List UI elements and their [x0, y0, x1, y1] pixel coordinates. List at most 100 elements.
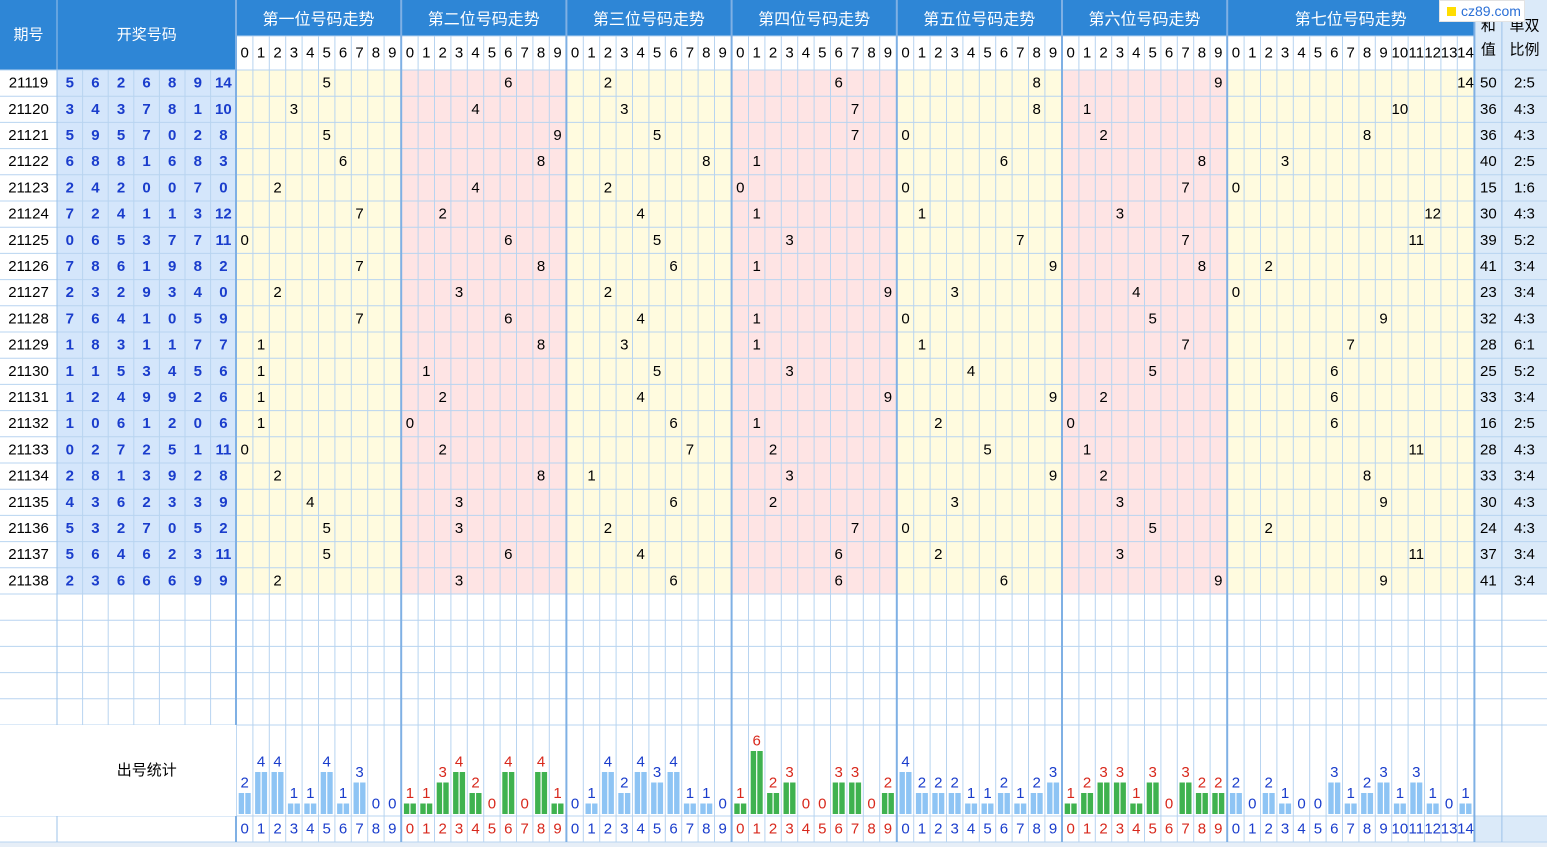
- stats-left-bg: [0, 725, 57, 816]
- ratio-cell: 5:2: [1514, 363, 1535, 380]
- draw-number: 7: [117, 441, 125, 458]
- stat-value: 4: [604, 754, 612, 771]
- stat-value: 2: [1000, 775, 1008, 792]
- header-digit: 7: [1016, 45, 1024, 62]
- trend-mark: 0: [901, 179, 909, 196]
- draw-number: 0: [66, 232, 74, 249]
- watermark-text: cz89.com: [1461, 3, 1521, 19]
- draw-number: 9: [142, 284, 150, 301]
- sum-cell: 37: [1480, 546, 1497, 563]
- draw-number: 2: [117, 75, 125, 92]
- trend-mark: 9: [1214, 572, 1222, 589]
- footer-digit: 3: [620, 821, 628, 838]
- sum-cell: 30: [1480, 494, 1497, 511]
- stat-value: 3: [1412, 764, 1420, 781]
- sum-cell: 23: [1480, 284, 1497, 301]
- draw-number: 5: [66, 127, 74, 144]
- period-cell: 21128: [8, 310, 49, 327]
- stat-value: 1: [406, 785, 414, 802]
- footer-digit: 4: [1297, 821, 1305, 838]
- draw-number: 5: [66, 546, 74, 563]
- header-digit: 4: [802, 45, 810, 62]
- trend-mark: 3: [1116, 546, 1124, 563]
- draw-number: 6: [168, 572, 176, 589]
- site-watermark: cz89.com: [1439, 0, 1525, 22]
- draw-number: 6: [168, 153, 176, 170]
- draw-number: 2: [117, 284, 125, 301]
- footer-digit: 6: [504, 821, 512, 838]
- trend-mark: 5: [323, 127, 331, 144]
- draw-number: 3: [194, 206, 202, 223]
- trend-mark: 3: [951, 494, 959, 511]
- footer-digit: 5: [983, 821, 991, 838]
- trend-mark: 0: [1232, 179, 1240, 196]
- header-digit: 0: [736, 45, 744, 62]
- trend-mark: 6: [504, 75, 512, 92]
- trend-mark: 0: [1232, 284, 1240, 301]
- stat-value: 2: [951, 775, 959, 792]
- footer-digit: 7: [1016, 821, 1024, 838]
- draw-number: 5: [117, 127, 125, 144]
- ratio-cell: 3:4: [1514, 284, 1535, 301]
- stat-value: 2: [1232, 775, 1240, 792]
- period-cell: 21133: [8, 441, 49, 458]
- trend-mark: 7: [355, 310, 363, 327]
- period-cell: 21138: [8, 572, 49, 589]
- draw-number: 5: [117, 363, 125, 380]
- footer-digit: 8: [537, 821, 545, 838]
- stat-value: 2: [1214, 775, 1222, 792]
- draw-number: 1: [66, 337, 74, 354]
- trend-mark: 8: [537, 153, 545, 170]
- draw-number: 9: [142, 389, 150, 406]
- footer-digit: 4: [1132, 821, 1140, 838]
- footer-digit: 1: [753, 821, 761, 838]
- header-digit: 9: [1049, 45, 1057, 62]
- header-digit: 9: [884, 45, 892, 62]
- header-digit: 9: [1379, 45, 1387, 62]
- sum-cell: 16: [1480, 415, 1497, 432]
- header-digit: 3: [951, 45, 959, 62]
- footer-digit: 9: [719, 821, 727, 838]
- header-digit: 4: [1132, 45, 1140, 62]
- trend-mark: 8: [1198, 258, 1206, 275]
- header-sum-char: 值: [1481, 42, 1496, 59]
- trend-mark: 5: [1149, 520, 1157, 537]
- header-digit: 8: [537, 45, 545, 62]
- draw-number: 8: [91, 153, 99, 170]
- trend-mark: 6: [1330, 415, 1338, 432]
- stat-value: 0: [818, 796, 826, 813]
- header-digit: 4: [637, 45, 645, 62]
- draw-number: 1: [66, 363, 74, 380]
- draw-number: 2: [117, 179, 125, 196]
- header-digit: 8: [1198, 45, 1206, 62]
- footer-digit: 0: [571, 821, 579, 838]
- header-digit: 2: [273, 45, 281, 62]
- trend-mark: 5: [323, 520, 331, 537]
- draw-number: 0: [219, 179, 227, 196]
- footer-digit: 5: [653, 821, 661, 838]
- draw-number: 6: [117, 258, 125, 275]
- draw-number: 6: [219, 389, 227, 406]
- stat-value: 1: [306, 785, 314, 802]
- footer-digit: 5: [1314, 821, 1322, 838]
- draw-number: 0: [168, 127, 176, 144]
- stat-value: 4: [273, 754, 281, 771]
- stat-value: 2: [1363, 775, 1371, 792]
- header-digit: 8: [1363, 45, 1371, 62]
- period-cell: 21130: [8, 363, 49, 380]
- footer-digit: 9: [884, 821, 892, 838]
- draw-number: 0: [91, 415, 99, 432]
- footer-digit: 1: [1248, 821, 1256, 838]
- footer-digit: 2: [439, 821, 447, 838]
- trend-mark: 1: [753, 337, 761, 354]
- sum-cell: 50: [1480, 75, 1497, 92]
- trend-mark: 4: [637, 389, 645, 406]
- trend-mark: 5: [1149, 363, 1157, 380]
- stat-value: 1: [422, 785, 430, 802]
- sum-cell: 15: [1480, 179, 1497, 196]
- trend-mark: 8: [537, 337, 545, 354]
- trend-mark: 4: [471, 101, 479, 118]
- trend-mark: 2: [1099, 468, 1107, 485]
- trend-mark: 2: [1265, 258, 1273, 275]
- header-digit: 1: [587, 45, 595, 62]
